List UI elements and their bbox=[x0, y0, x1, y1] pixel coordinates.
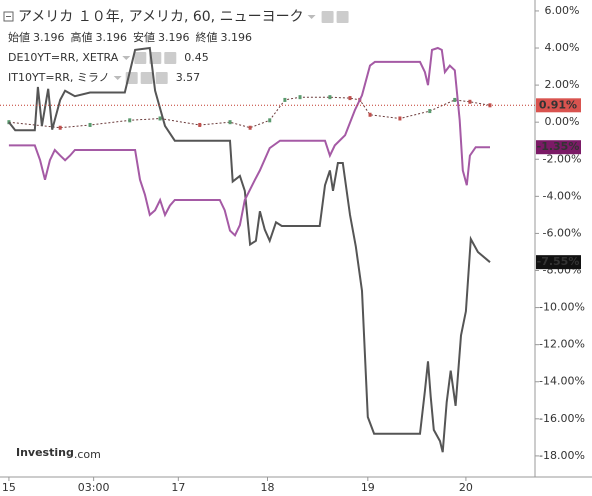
candle bbox=[268, 118, 272, 123]
candle bbox=[248, 125, 252, 130]
ohlc-label: 始値 bbox=[8, 30, 30, 44]
candle bbox=[398, 116, 402, 121]
y-tick-label: -18.00% bbox=[539, 449, 585, 462]
y-tick-label: -2.00% bbox=[543, 152, 582, 165]
x-tick-label: 18 bbox=[261, 481, 275, 494]
candle bbox=[128, 118, 132, 123]
legend-name: DE10YT=RR, XETRA bbox=[8, 51, 119, 64]
y-tick-label: -4.00% bbox=[543, 189, 582, 202]
x-tick-label: 17 bbox=[171, 481, 185, 494]
series-line bbox=[8, 96, 491, 129]
ohlc-value: 3.196 bbox=[96, 31, 128, 44]
last-value-label: -7.55% bbox=[537, 255, 580, 268]
legend-dropdown[interactable] bbox=[122, 56, 131, 60]
close-icon[interactable] bbox=[155, 72, 168, 84]
y-tick-label: 6.00% bbox=[545, 4, 580, 17]
y-tick-label: -10.00% bbox=[539, 301, 585, 314]
close-icon[interactable] bbox=[164, 52, 177, 64]
series-line bbox=[8, 46, 491, 453]
y-tick-label: -12.00% bbox=[539, 338, 585, 351]
candle bbox=[58, 125, 62, 130]
logo: Investing bbox=[16, 446, 74, 459]
candle bbox=[468, 99, 472, 104]
candle bbox=[348, 96, 352, 101]
ohlc-value: 3.196 bbox=[158, 31, 190, 44]
ohlc-label: 安値 bbox=[133, 30, 155, 44]
x-tick-label: 19 bbox=[361, 481, 375, 494]
y-tick-label: 4.00% bbox=[545, 41, 580, 54]
candle bbox=[198, 122, 202, 127]
candle bbox=[283, 97, 287, 102]
chart-title: アメリカ １０年, アメリカ, 60, ニューヨーク bbox=[18, 9, 304, 25]
legend-dropdown[interactable] bbox=[113, 76, 122, 80]
legend-name: IT10YT=RR, ミラノ bbox=[8, 71, 110, 84]
last-value-box bbox=[536, 140, 581, 155]
candle bbox=[7, 120, 11, 125]
x-tick-label: 03:00 bbox=[78, 481, 110, 494]
last-value-box bbox=[536, 98, 581, 113]
candle bbox=[158, 116, 162, 121]
candle bbox=[298, 95, 302, 100]
legend-quote: 0.45 bbox=[184, 51, 209, 64]
ohlc-value: 3.196 bbox=[221, 31, 253, 44]
settings-icon[interactable] bbox=[140, 72, 153, 84]
candle bbox=[228, 120, 232, 125]
y-tick-label: -14.00% bbox=[539, 375, 585, 388]
last-value-box bbox=[536, 255, 581, 270]
candle bbox=[328, 95, 332, 100]
candle bbox=[453, 97, 457, 102]
x-tick-label: 15 bbox=[2, 481, 16, 494]
ohlc-label: 高値 bbox=[71, 30, 93, 44]
ohlc-value: 3.196 bbox=[33, 31, 65, 44]
last-value-label: 0.91% bbox=[539, 98, 577, 111]
candle bbox=[368, 112, 372, 117]
title-dropdown[interactable] bbox=[307, 15, 316, 19]
last-value-label: -1.35% bbox=[537, 140, 580, 153]
ohlc-label: 終値 bbox=[196, 30, 218, 44]
y-tick-label: 0.00% bbox=[545, 115, 580, 128]
collapse-icon[interactable] bbox=[3, 11, 14, 22]
y-tick-label: -16.00% bbox=[539, 412, 585, 425]
y-tick-label: -6.00% bbox=[543, 226, 582, 239]
candle bbox=[428, 109, 432, 114]
y-tick-label: 2.00% bbox=[545, 78, 580, 91]
logo-suffix: .com bbox=[74, 448, 101, 461]
legend-quote: 3.57 bbox=[176, 71, 201, 84]
series-line bbox=[8, 46, 490, 237]
settings-icon[interactable] bbox=[336, 11, 349, 23]
eye-icon[interactable] bbox=[321, 11, 334, 23]
x-tick-label: 20 bbox=[459, 481, 473, 494]
eye-icon[interactable] bbox=[134, 52, 147, 64]
candle bbox=[88, 122, 92, 127]
